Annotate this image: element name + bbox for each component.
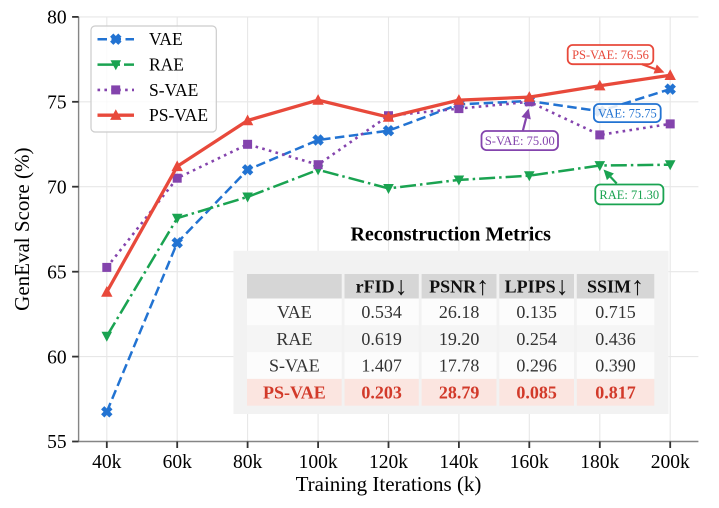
svg-text:17.78: 17.78 <box>439 356 480 376</box>
svg-text:VAE: VAE <box>149 29 183 49</box>
svg-text:55: 55 <box>47 432 67 453</box>
svg-text:0.619: 0.619 <box>361 329 402 349</box>
svg-text:100k: 100k <box>299 452 338 473</box>
svg-text:26.18: 26.18 <box>439 302 480 322</box>
svg-text:SSIM↑: SSIM↑ <box>587 271 644 300</box>
svg-text:80k: 80k <box>233 452 263 473</box>
svg-text:PSNR↑: PSNR↑ <box>429 271 489 300</box>
svg-text:140k: 140k <box>439 452 478 473</box>
svg-text:0.436: 0.436 <box>595 329 636 349</box>
svg-text:0.817: 0.817 <box>595 383 636 403</box>
svg-text:Training Iterations (k): Training Iterations (k) <box>296 472 482 496</box>
svg-text:S-VAE: 75.00: S-VAE: 75.00 <box>485 134 555 148</box>
svg-text:40k: 40k <box>92 452 122 473</box>
svg-text:60k: 60k <box>163 452 193 473</box>
svg-text:0.296: 0.296 <box>516 356 557 376</box>
svg-text:RAE: RAE <box>276 329 312 349</box>
svg-text:0.715: 0.715 <box>595 302 636 322</box>
svg-text:GenEval Score (%): GenEval Score (%) <box>10 148 34 311</box>
svg-text:1.407: 1.407 <box>361 356 402 376</box>
svg-text:75: 75 <box>47 93 67 114</box>
svg-text:Reconstruction Metrics: Reconstruction Metrics <box>350 223 551 245</box>
svg-text:160k: 160k <box>510 452 549 473</box>
svg-text:60: 60 <box>47 347 67 368</box>
svg-text:28.79: 28.79 <box>439 383 480 403</box>
svg-text:VAE: 75.75: VAE: 75.75 <box>598 106 657 120</box>
svg-text:PS-VAE: 76.56: PS-VAE: 76.56 <box>572 48 649 62</box>
svg-text:0.085: 0.085 <box>516 383 557 403</box>
svg-text:LPIPS↓: LPIPS↓ <box>505 271 569 300</box>
svg-text:0.254: 0.254 <box>516 329 557 349</box>
svg-text:180k: 180k <box>580 452 619 473</box>
svg-text:0.135: 0.135 <box>516 302 557 322</box>
svg-text:80: 80 <box>47 8 67 29</box>
svg-text:0.390: 0.390 <box>595 356 636 376</box>
svg-text:PS-VAE: PS-VAE <box>149 105 208 125</box>
svg-text:70: 70 <box>47 177 67 198</box>
svg-text:S-VAE: S-VAE <box>149 80 198 100</box>
svg-text:0.534: 0.534 <box>361 302 402 322</box>
svg-text:RAE: RAE <box>149 55 184 75</box>
svg-text:PS-VAE: PS-VAE <box>263 383 326 403</box>
svg-text:rFID↓: rFID↓ <box>356 271 408 300</box>
svg-text:0.203: 0.203 <box>361 383 402 403</box>
svg-text:S-VAE: S-VAE <box>269 356 320 376</box>
svg-text:VAE: VAE <box>277 302 312 322</box>
svg-text:200k: 200k <box>651 452 690 473</box>
svg-text:19.20: 19.20 <box>439 329 480 349</box>
svg-text:65: 65 <box>47 262 67 283</box>
svg-text:RAE: 71.30: RAE: 71.30 <box>599 188 659 202</box>
svg-text:120k: 120k <box>369 452 408 473</box>
